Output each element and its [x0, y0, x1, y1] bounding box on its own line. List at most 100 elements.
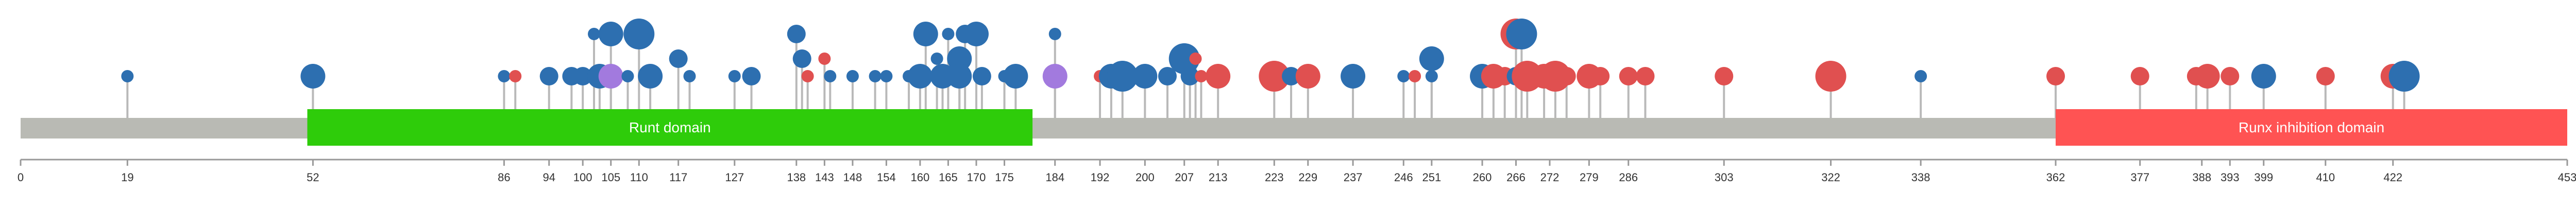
- mutation-marker-35[interactable]: [963, 22, 989, 46]
- mutation-marker-49[interactable]: [1195, 70, 1208, 82]
- mutation-marker-47[interactable]: [1180, 67, 1199, 85]
- mutation-marker-58[interactable]: [1425, 70, 1438, 82]
- mutation-marker-77[interactable]: [2130, 67, 2149, 85]
- mutation-marker-56[interactable]: [1409, 70, 1421, 82]
- mutation-marker-51[interactable]: [1259, 61, 1290, 92]
- mutation-marker-16[interactable]: [728, 70, 741, 82]
- mutation-marker-38[interactable]: [1003, 64, 1028, 89]
- mutation-marker-1[interactable]: [300, 64, 326, 89]
- tick-label-28: 260: [1473, 171, 1492, 184]
- tick-label-32: 286: [1619, 171, 1638, 184]
- tick-label-40: 399: [2254, 171, 2273, 184]
- mutation-marker-73[interactable]: [1715, 67, 1734, 85]
- tick-label-20: 200: [1136, 171, 1155, 184]
- mutation-marker-46[interactable]: [1168, 43, 1200, 74]
- tick-label-35: 338: [1911, 171, 1930, 184]
- mutation-marker-79[interactable]: [2195, 64, 2220, 89]
- mutation-marker-28[interactable]: [913, 22, 938, 46]
- tick-label-15: 165: [939, 171, 958, 184]
- x-axis-ticks: 0 19 52 86 94 100 105 110 117 127 138 143 148 154 160 1…: [18, 160, 2576, 184]
- mutation-marker-54[interactable]: [1341, 64, 1366, 89]
- tick-label-36: 362: [2046, 171, 2065, 184]
- tick-label-0: 0: [18, 171, 24, 184]
- mutation-marker-25[interactable]: [880, 70, 893, 82]
- mutation-marker-75[interactable]: [1914, 70, 1927, 82]
- mutation-marker-12[interactable]: [621, 70, 634, 82]
- mutation-marker-10[interactable]: [598, 22, 623, 46]
- mutation-marker-9[interactable]: [587, 28, 600, 40]
- tick-label-7: 110: [630, 171, 648, 184]
- tick-label-34: 322: [1821, 171, 1840, 184]
- tick-label-25: 237: [1344, 171, 1363, 184]
- mutation-marker-14[interactable]: [669, 49, 688, 68]
- mutation-marker-44[interactable]: [1132, 64, 1158, 89]
- mutation-marker-80[interactable]: [2221, 67, 2240, 85]
- mutation-marker-20[interactable]: [801, 70, 814, 82]
- mutation-marker-72[interactable]: [1636, 67, 1655, 85]
- mutation-marker-52[interactable]: [1282, 67, 1301, 85]
- mutation-marker-81[interactable]: [2251, 64, 2276, 89]
- tick-label-8: 117: [669, 171, 687, 184]
- mutation-marker-21[interactable]: [818, 53, 831, 65]
- mutation-marker-71[interactable]: [1619, 67, 1638, 85]
- mutation-marker-45[interactable]: [1158, 67, 1177, 85]
- mutation-marker-0[interactable]: [121, 70, 134, 82]
- mutation-marker-74[interactable]: [1815, 61, 1846, 92]
- tick-label-10: 138: [787, 171, 806, 184]
- mutation-marker-39[interactable]: [1042, 64, 1067, 89]
- mutation-marker-18[interactable]: [787, 25, 806, 43]
- mutation-marker-27[interactable]: [907, 64, 933, 89]
- tick-label-26: 246: [1394, 171, 1413, 184]
- tick-label-31: 279: [1580, 171, 1599, 184]
- tick-label-43: 453: [2558, 171, 2576, 184]
- mutation-marker-36[interactable]: [972, 67, 991, 85]
- mutation-marker-24[interactable]: [869, 70, 882, 82]
- tick-label-9: 127: [725, 171, 744, 184]
- tick-label-27: 251: [1422, 171, 1441, 184]
- domain-label-1: Runx inhibition domain: [2239, 119, 2384, 135]
- mutation-marker-53[interactable]: [1295, 64, 1320, 89]
- tick-label-11: 143: [815, 171, 834, 184]
- mutation-marker-57[interactable]: [1419, 46, 1444, 71]
- mutation-marker-33[interactable]: [947, 64, 972, 89]
- tick-label-19: 192: [1091, 171, 1110, 184]
- tick-label-37: 377: [2130, 171, 2149, 184]
- tick-label-33: 303: [1715, 171, 1734, 184]
- mutation-marker-76[interactable]: [2046, 67, 2065, 85]
- mutation-marker-3[interactable]: [509, 70, 522, 82]
- mutation-marker-17[interactable]: [742, 67, 761, 85]
- mutation-marker-32[interactable]: [947, 46, 972, 71]
- tick-label-42: 422: [2383, 171, 2402, 184]
- mutation-marker-23[interactable]: [846, 70, 859, 82]
- mutation-marker-11[interactable]: [623, 19, 655, 49]
- tick-label-30: 272: [1540, 171, 1560, 184]
- mutation-marker-50[interactable]: [1206, 64, 1231, 89]
- mutation-marker-84[interactable]: [2388, 61, 2420, 92]
- mutation-marker-8[interactable]: [598, 64, 623, 89]
- mutation-marker-22[interactable]: [824, 70, 837, 82]
- mutation-marker-63[interactable]: [1506, 19, 1537, 49]
- mutation-marker-19[interactable]: [792, 49, 811, 68]
- domain-box-0[interactable]: [307, 109, 1033, 146]
- mutation-marker-82[interactable]: [2316, 67, 2335, 85]
- tick-label-29: 266: [1506, 171, 1526, 184]
- mutation-marker-70[interactable]: [1591, 67, 1610, 85]
- tick-label-12: 148: [843, 171, 862, 184]
- mutation-marker-48[interactable]: [1189, 53, 1202, 65]
- mutation-marker-29[interactable]: [930, 53, 943, 65]
- mutation-marker-68[interactable]: [1557, 67, 1576, 85]
- domain-box-1[interactable]: [2056, 109, 2567, 146]
- mutation-marker-40[interactable]: [1048, 28, 1061, 40]
- mutation-marker-6[interactable]: [573, 67, 592, 85]
- mutation-marker-55[interactable]: [1397, 70, 1410, 82]
- mutation-marker-31[interactable]: [942, 28, 955, 40]
- protein-domains: Runt domain Runx inhibition domain: [307, 109, 2567, 146]
- tick-label-1: 19: [121, 171, 133, 184]
- mutation-marker-13[interactable]: [638, 64, 663, 89]
- mutation-marker-2[interactable]: [498, 70, 511, 82]
- mutation-marker-43[interactable]: [1107, 61, 1138, 92]
- mutation-marker-15[interactable]: [683, 70, 696, 82]
- mutation-markers: [121, 19, 2420, 92]
- mutation-marker-4[interactable]: [539, 67, 558, 85]
- tick-label-17: 175: [995, 171, 1014, 184]
